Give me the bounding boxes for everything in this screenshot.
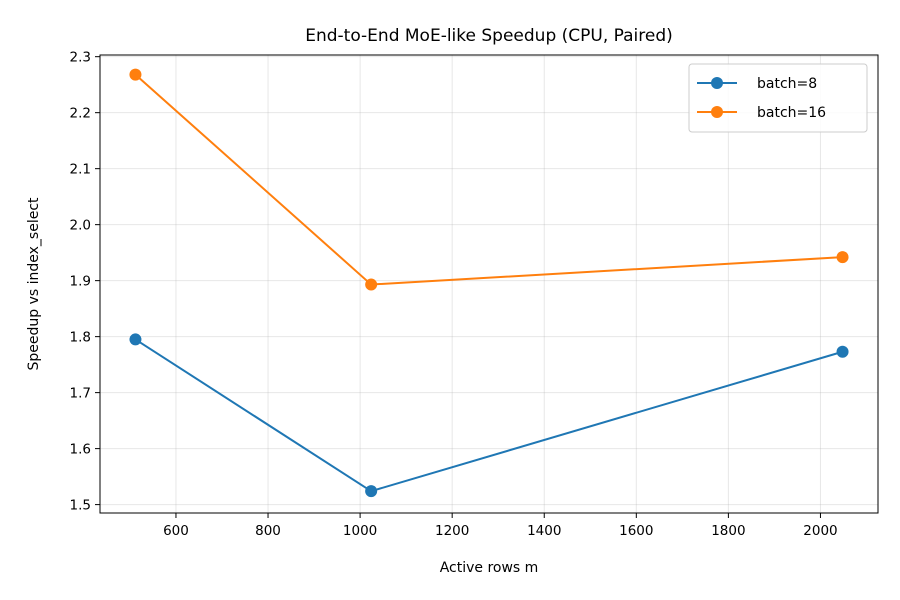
y-tick-label: 1.7 xyxy=(70,386,91,402)
y-tick-label: 1.8 xyxy=(70,330,91,346)
data-point xyxy=(365,278,378,291)
x-axis-label: Active rows m xyxy=(440,560,539,576)
x-tick-label: 1600 xyxy=(619,523,653,539)
y-tick-label: 2.2 xyxy=(70,106,91,122)
legend-label-1: batch=8 xyxy=(757,76,817,92)
x-tick-label: 1400 xyxy=(527,523,561,539)
x-tick-label: 1000 xyxy=(343,523,377,539)
data-point xyxy=(129,68,142,81)
data-point xyxy=(129,333,142,346)
chart-title: End-to-End MoE-like Speedup (CPU, Paired… xyxy=(305,26,673,46)
plot-lines xyxy=(129,68,849,498)
x-tick-label: 2000 xyxy=(803,523,837,539)
x-tick-label: 800 xyxy=(255,523,281,539)
data-point xyxy=(836,251,849,264)
data-point xyxy=(365,485,378,498)
y-tick-label: 2.3 xyxy=(70,50,91,66)
y-tick-label: 1.5 xyxy=(70,498,91,514)
ticks: 600 800 1000 1200 1400 1600 1800 2000 1.5 1.6 1.7 1… xyxy=(70,50,838,539)
x-tick-label: 1800 xyxy=(711,523,745,539)
y-tick-label: 1.9 xyxy=(70,274,91,290)
y-tick-label: 2.0 xyxy=(70,218,91,234)
legend-marker-1 xyxy=(711,77,723,89)
legend-label-2: batch=16 xyxy=(757,105,826,121)
x-tick-label: 1200 xyxy=(435,523,469,539)
legend: batch=8 batch=16 xyxy=(688,63,868,133)
y-axis-label: Speedup vs index_select xyxy=(26,197,42,371)
legend-marker-2 xyxy=(711,106,723,118)
y-tick-label: 2.1 xyxy=(70,162,91,178)
x-tick-label: 600 xyxy=(163,523,189,539)
legend-box xyxy=(688,63,868,133)
y-tick-label: 1.6 xyxy=(70,442,91,458)
plot-frame xyxy=(99,54,879,514)
data-point xyxy=(836,345,849,358)
